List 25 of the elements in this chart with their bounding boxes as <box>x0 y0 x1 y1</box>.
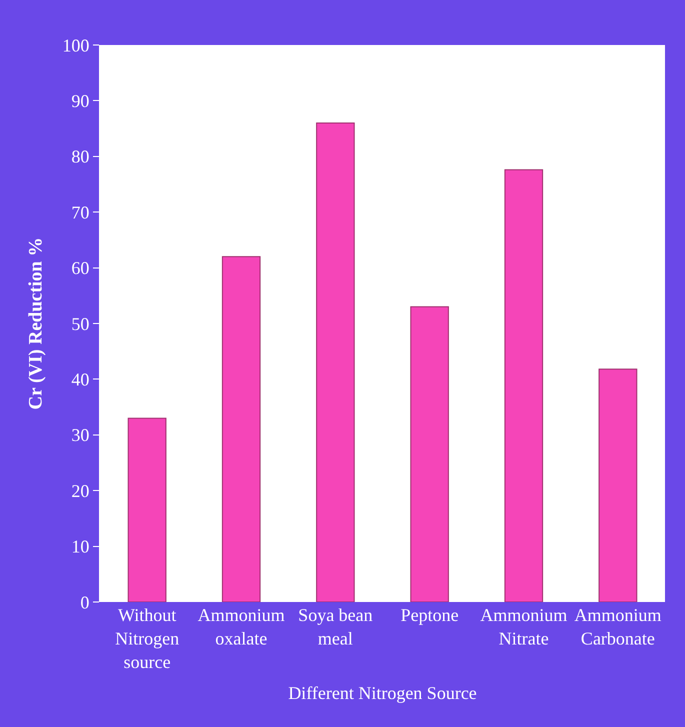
y-axis-title: Cr (VI) Reduction % <box>25 237 46 410</box>
x-tick-label: Soya bean meal <box>298 605 373 648</box>
bar <box>222 256 261 602</box>
y-tick-label: 80 <box>71 146 90 167</box>
y-tick-label: 70 <box>71 202 90 222</box>
bar <box>598 368 638 602</box>
x-tick-label: Peptone <box>400 605 459 625</box>
y-tick-label: 20 <box>71 480 90 501</box>
x-tick-label: Without Nitrogen source <box>115 605 180 672</box>
y-tick-label: 100 <box>62 35 90 56</box>
bar <box>504 169 544 602</box>
x-tick-label: Ammonium Nitrate <box>480 605 568 648</box>
y-tick-label: 40 <box>71 370 90 390</box>
bar <box>410 306 449 602</box>
x-axis-title: Different Nitrogen Source <box>288 682 477 703</box>
y-tick-label: 10 <box>71 536 90 557</box>
y-tick-label: 0 <box>80 592 90 612</box>
y-tick-label: 90 <box>71 91 90 111</box>
bar <box>316 122 355 602</box>
x-tick-label: Ammonium oxalate <box>198 605 285 648</box>
y-tick-label: 60 <box>71 258 90 278</box>
x-tick-label: Ammonium Carbonate <box>574 605 662 648</box>
y-tick-label: 50 <box>71 314 90 334</box>
bar <box>128 418 166 602</box>
y-tick-label: 30 <box>71 425 90 446</box>
